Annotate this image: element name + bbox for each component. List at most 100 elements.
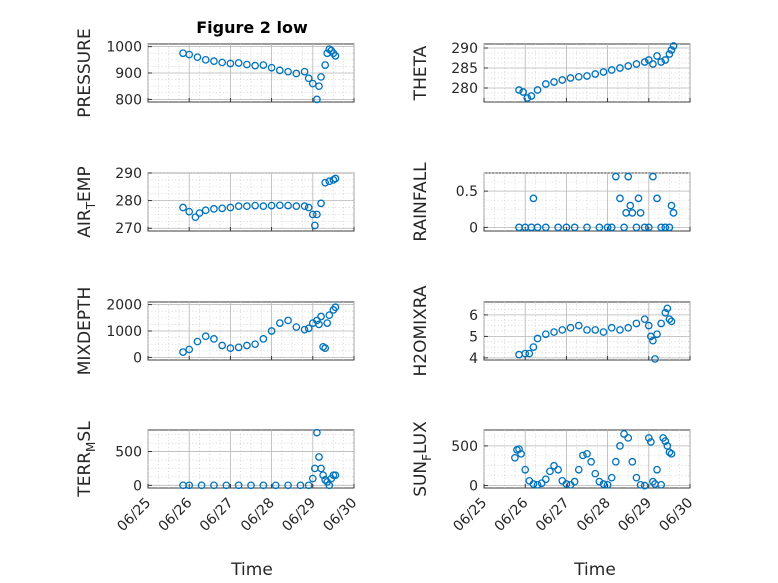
y-tick-label: 1000 bbox=[106, 40, 142, 56]
data-point bbox=[317, 312, 325, 321]
subplot-grid: 800 900 1000 PRESSURE 280 285 290 THETA 270 280 29… bbox=[75, 28, 696, 535]
data-point bbox=[251, 201, 259, 210]
subplot-theta: 280 285 290 THETA bbox=[411, 41, 691, 103]
data-point bbox=[529, 480, 538, 488]
data-point bbox=[541, 475, 550, 484]
data-point bbox=[554, 223, 563, 232]
data-point bbox=[653, 465, 661, 474]
data-point bbox=[191, 213, 200, 222]
data-point bbox=[331, 303, 340, 312]
data-point bbox=[665, 315, 674, 324]
data-point bbox=[300, 325, 309, 334]
data-point bbox=[323, 319, 332, 327]
data-point bbox=[562, 223, 571, 232]
data-point bbox=[632, 319, 641, 328]
data-point bbox=[611, 172, 620, 181]
data-point bbox=[304, 324, 313, 333]
data-point bbox=[591, 326, 600, 334]
data-point bbox=[201, 55, 210, 64]
data-point bbox=[558, 326, 567, 334]
data-point bbox=[616, 326, 624, 334]
data-point bbox=[259, 335, 268, 343]
data-point bbox=[566, 323, 575, 332]
data-point bbox=[640, 481, 649, 490]
data-point bbox=[657, 223, 666, 232]
data-point bbox=[284, 481, 292, 490]
y-tick-label: 500 bbox=[451, 439, 478, 455]
data-point bbox=[519, 88, 527, 96]
data-point bbox=[599, 480, 608, 488]
data-point bbox=[587, 457, 595, 466]
data-point bbox=[251, 61, 259, 70]
data-point bbox=[259, 61, 268, 69]
data-point bbox=[511, 453, 519, 462]
data-point bbox=[661, 223, 670, 232]
data-point bbox=[308, 474, 317, 483]
data-point bbox=[315, 82, 323, 91]
y-axis-label: SUNFLUX bbox=[411, 421, 434, 497]
data-point bbox=[292, 69, 301, 78]
data-point bbox=[657, 58, 666, 66]
data-point bbox=[533, 480, 542, 489]
y-tick-label: 1000 bbox=[106, 324, 142, 340]
data-point bbox=[626, 201, 635, 210]
data-point bbox=[649, 60, 657, 68]
data-point bbox=[185, 207, 194, 216]
data-point bbox=[603, 480, 612, 489]
data-point bbox=[644, 56, 653, 64]
data-point bbox=[527, 92, 536, 100]
data-point bbox=[210, 481, 218, 490]
data-point bbox=[647, 438, 655, 446]
data-point bbox=[624, 323, 633, 332]
data-point bbox=[657, 319, 666, 328]
y-tick-label: 0 bbox=[133, 478, 142, 494]
plot-area bbox=[483, 172, 691, 232]
data-point bbox=[533, 86, 542, 94]
data-point bbox=[632, 473, 641, 482]
data-point bbox=[607, 66, 616, 74]
data-point bbox=[300, 67, 309, 76]
data-point bbox=[331, 52, 340, 60]
y-axis-label: TERRMSL bbox=[75, 421, 98, 498]
data-point bbox=[529, 343, 538, 351]
y-tick-label: 290 bbox=[115, 166, 142, 182]
data-point bbox=[313, 95, 321, 104]
data-point bbox=[583, 449, 591, 458]
data-point bbox=[243, 202, 251, 210]
data-point bbox=[667, 449, 676, 458]
data-point bbox=[644, 321, 653, 330]
data-point bbox=[251, 340, 259, 349]
data-point bbox=[607, 223, 616, 232]
data-point bbox=[218, 58, 227, 67]
x-tick-label: 06/28 bbox=[574, 495, 614, 535]
data-point bbox=[541, 330, 550, 339]
data-point bbox=[570, 477, 579, 486]
data-point bbox=[574, 72, 583, 81]
data-point bbox=[607, 323, 616, 332]
y-tick-label: 2000 bbox=[106, 298, 142, 314]
y-tick-label: 290 bbox=[451, 41, 478, 57]
data-point bbox=[275, 319, 284, 327]
x-tick-label: 06/27 bbox=[197, 495, 237, 535]
data-point bbox=[267, 63, 276, 72]
data-point bbox=[541, 80, 550, 88]
y-axis-label: AIRTEMP bbox=[75, 166, 98, 237]
y-axis-label: THETA bbox=[411, 45, 431, 101]
data-point bbox=[292, 323, 301, 331]
data-point bbox=[603, 223, 612, 232]
data-point bbox=[628, 209, 637, 217]
data-point bbox=[554, 465, 563, 474]
y-tick-label: 6 bbox=[469, 308, 478, 324]
data-point bbox=[574, 465, 583, 474]
data-point bbox=[325, 311, 334, 320]
plot-area bbox=[147, 429, 355, 489]
data-point bbox=[517, 449, 525, 458]
data-point bbox=[665, 448, 674, 457]
data-point bbox=[595, 477, 604, 486]
data-point bbox=[628, 457, 637, 466]
data-point bbox=[651, 355, 659, 363]
y-axis-label: PRESSURE bbox=[75, 28, 95, 117]
data-point bbox=[259, 481, 268, 490]
y-tick-label: 0 bbox=[469, 220, 478, 236]
data-point bbox=[195, 209, 204, 217]
